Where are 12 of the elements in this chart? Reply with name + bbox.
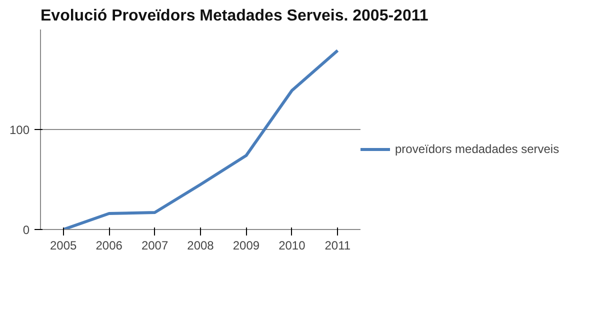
legend-label: proveïdors medadades serveis	[395, 142, 560, 156]
y-tick-label: 100	[9, 123, 30, 137]
line-series	[62, 49, 340, 230]
x-tick-label: 2007	[141, 238, 168, 252]
x-tick-label: 2005	[50, 238, 78, 252]
x-tick-label: 2011	[324, 238, 351, 252]
x-tick-label: 2006	[96, 238, 123, 252]
x-tick-label: 2008	[187, 238, 214, 252]
x-tick-label: 2010	[278, 238, 306, 252]
chart-title: Evolució Proveïdors Metadades Serveis. 2005-2011	[40, 8, 428, 24]
y-tick-label: 0	[22, 223, 30, 237]
x-tick-label: 2009	[232, 238, 260, 252]
